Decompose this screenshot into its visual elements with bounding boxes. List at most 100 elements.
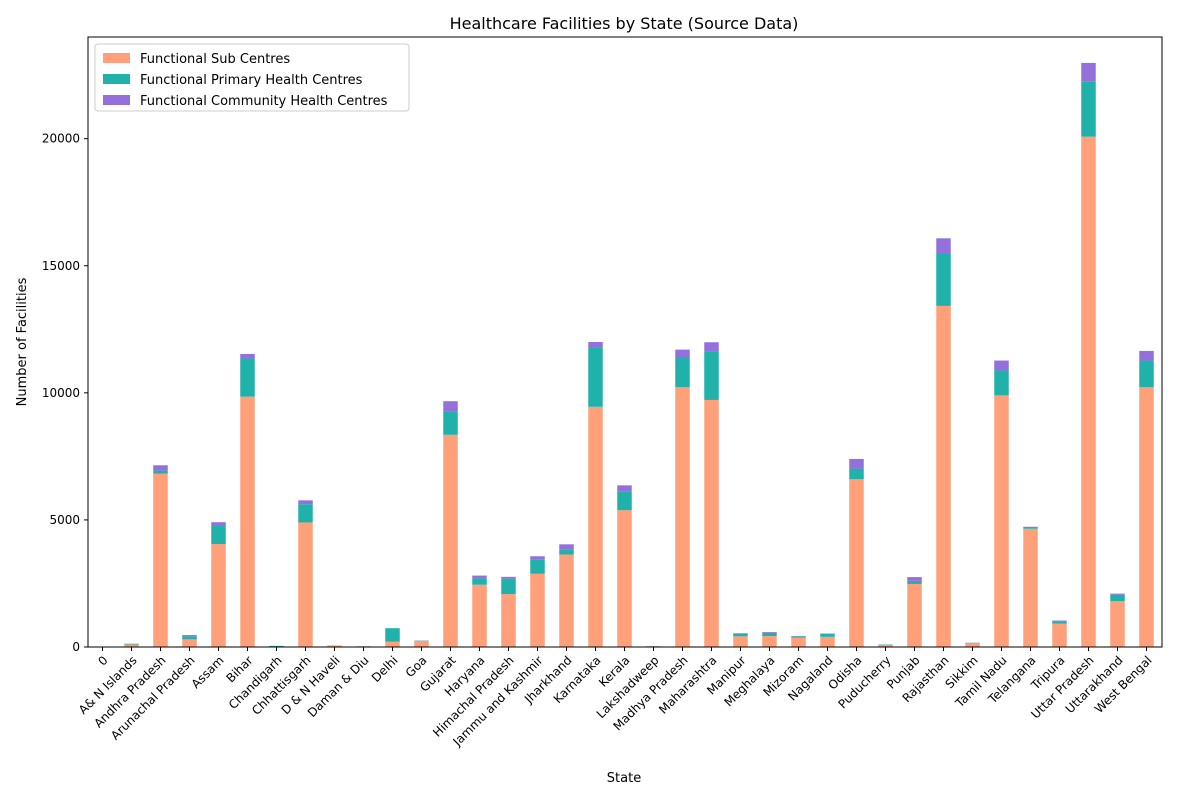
bar-segment-s0-29 [936,306,951,647]
bar-segment-s0-26 [849,479,864,647]
bar-segment-s2-15 [530,556,545,560]
bar-segment-s0-25 [820,637,835,647]
bar-segment-s0-5 [240,397,255,647]
legend-label-0: Functional Sub Centres [140,52,290,67]
legend-label-2: Functional Community Health Centres [140,94,388,109]
bar-segment-s2-35 [1110,594,1125,595]
bar-segment-s1-4 [211,526,226,544]
bar-segment-s2-31 [994,361,1009,371]
bar-segment-s0-36 [1139,387,1154,647]
bar-segment-s1-29 [936,253,951,306]
legend-swatch-1 [103,74,130,84]
bar-segment-s0-31 [994,395,1009,647]
bar-segment-s0-14 [501,594,516,647]
bar-segment-s1-32 [1023,528,1038,529]
bar-segment-s2-28 [907,577,922,581]
bar-segment-s0-2 [153,474,168,647]
bar-segment-s1-28 [907,581,922,584]
bar-segment-s2-5 [240,354,255,359]
legend-label-1: Functional Primary Health Centres [140,73,363,88]
bar-segment-s0-21 [704,400,719,647]
y-tick-label-0: 0 [72,640,80,654]
bar-segment-s0-15 [530,574,545,647]
bar-segment-s2-14 [501,577,516,579]
bar-segment-s2-3 [182,635,197,636]
y-tick-label-4: 20000 [42,132,80,146]
bar-segment-s2-7 [298,500,313,504]
bar-segment-s2-13 [472,576,487,579]
bar-segment-s1-31 [994,370,1009,395]
bar-segment-s1-22 [733,634,748,636]
bar-segment-s2-33 [1052,621,1067,622]
bar-segment-s1-3 [182,636,197,639]
bar-segment-s1-11 [414,641,429,642]
bar-segment-s1-26 [849,469,864,480]
bar-segment-s2-29 [936,238,951,253]
y-tick-label-2: 10000 [42,386,80,400]
y-tick-label-3: 15000 [42,259,80,273]
bar-segment-s1-10 [385,628,400,641]
bar-segment-s1-16 [559,549,574,554]
bar-segment-s0-35 [1110,601,1125,647]
bar-segment-s0-18 [617,510,632,647]
bar-segment-s2-26 [849,459,864,469]
chart-title: Healthcare Facilities by State (Source D… [450,14,799,33]
bar-segment-s0-28 [907,584,922,647]
bar-segment-s0-20 [675,387,690,647]
bar-segment-s1-17 [588,347,603,407]
bar-segment-s0-30 [965,643,980,647]
bar-segment-s1-24 [791,636,806,637]
bar-segment-s2-34 [1081,63,1096,81]
bar-segment-s2-23 [762,632,777,633]
bar-segment-s1-20 [675,358,690,387]
bar-segment-s0-11 [414,641,429,647]
bar-segment-s0-23 [762,636,777,647]
bar-segment-s2-21 [704,342,719,351]
bar-segment-s1-14 [501,579,516,595]
bar-segment-s2-17 [588,342,603,347]
bar-segment-s0-16 [559,554,574,647]
bar-segment-s1-30 [965,643,980,644]
bar-segment-s1-18 [617,491,632,510]
bar-segment-s1-15 [530,560,545,574]
bar-segment-s2-20 [675,350,690,358]
bar-segment-s1-36 [1139,361,1154,388]
bar-segment-s2-22 [733,633,748,634]
bar-segment-s1-35 [1110,595,1125,602]
bar-segment-s1-2 [153,471,168,474]
bar-segment-s1-23 [762,633,777,636]
bar-segment-s1-21 [704,351,719,400]
bar-segment-s2-36 [1139,351,1154,361]
bar-segment-s1-33 [1052,621,1067,624]
bar-segment-s0-33 [1052,624,1067,647]
bar-segment-s0-24 [791,638,806,647]
bar-segment-s1-5 [240,359,255,397]
x-axis-label: State [607,771,641,786]
bar-segment-s0-22 [733,636,748,647]
bar-segment-s0-4 [211,544,226,647]
bar-segment-s0-32 [1023,529,1038,647]
bar-segment-s2-18 [617,485,632,491]
bar-segment-s2-12 [443,401,458,412]
bar-segment-s0-10 [385,642,400,647]
bar-segment-s1-25 [820,634,835,637]
bar-segment-s1-7 [298,504,313,522]
legend-swatch-0 [103,53,130,63]
bar-segment-s0-12 [443,435,458,647]
bar-segment-s0-7 [298,522,313,647]
bar-segment-s0-13 [472,585,487,647]
bar-segment-s1-13 [472,578,487,584]
legend-swatch-2 [103,95,130,105]
bar-segment-s2-32 [1023,527,1038,528]
legend: Functional Sub Centres Functional Primary… [95,44,409,111]
bar-segment-s2-4 [211,522,226,526]
bar-segment-s2-16 [559,544,574,549]
bar-segment-s0-34 [1081,137,1096,647]
y-axis-label: Number of Facilities [15,277,30,406]
y-tick-label-1: 5000 [49,513,80,527]
bar-segment-s2-2 [153,465,168,470]
bar-segment-s1-6 [269,646,284,647]
bar-segment-s0-17 [588,407,603,647]
bar-segment-s1-34 [1081,81,1096,136]
